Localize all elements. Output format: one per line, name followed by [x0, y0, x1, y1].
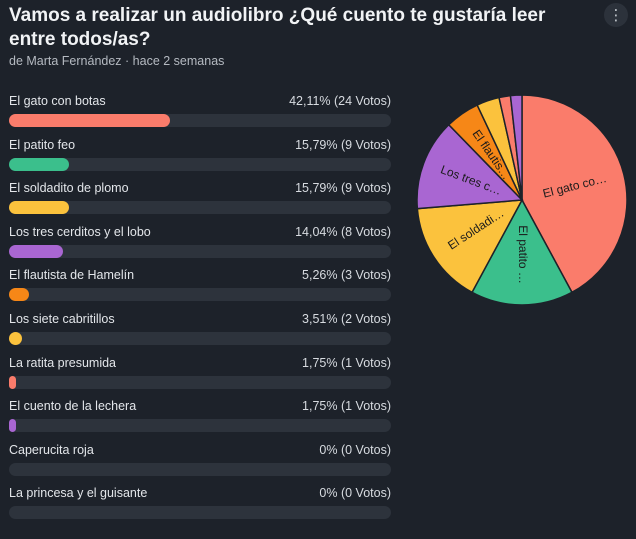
option-bar-fill — [9, 288, 30, 302]
option-bar-track — [9, 419, 391, 433]
option-label: Los tres cerditos y el lobo — [9, 224, 151, 239]
poll-option[interactable]: El soldadito de plomo 15,79% (9 Votos) — [9, 179, 391, 219]
option-result: 3,51% (2 Votos) — [302, 312, 391, 326]
pie-slice-label: El patito … — [516, 225, 530, 284]
pie-chart-svg: El gato co…El patito …El soldadi…Los tre… — [416, 94, 628, 306]
results-pie-chart: El gato co… El patito … El soldadi… Los tre… — [408, 86, 636, 314]
option-result: 0% (0 Votos) — [319, 486, 391, 501]
poll-option[interactable]: El patito feo 15,79% (9 Votos) — [9, 136, 391, 176]
option-bar-fill — [9, 157, 70, 171]
option-bar-fill — [9, 419, 16, 433]
poll-option[interactable]: La princesa y el guisante 0% (0 Votos) — [9, 484, 391, 524]
option-bar-track — [9, 332, 391, 345]
option-result: 15,79% (9 Votos) — [295, 181, 391, 196]
option-bar-fill — [9, 244, 63, 258]
option-bar-fill — [9, 375, 16, 389]
option-bar-track — [9, 244, 391, 258]
option-bar-fill — [9, 332, 23, 345]
option-label: Los siete cabritillos — [9, 312, 115, 326]
option-bar-track — [9, 462, 391, 476]
option-result: 1,75% (1 Votos) — [302, 355, 391, 370]
pie-slice — [416, 123, 524, 210]
option-label: El flautista de Hamelín — [9, 268, 135, 283]
more-options-button[interactable]: ⋮ — [604, 3, 628, 27]
option-result: 15,79% (9 Votos) — [295, 137, 391, 152]
option-result: 0% (0 Votos) — [319, 442, 391, 457]
option-bar-track — [9, 288, 391, 302]
poll-option[interactable]: El cuento de la lechera 1,75% (1 Votos) — [9, 397, 391, 437]
option-label: El soldadito de plomo — [9, 181, 129, 196]
option-bar-track — [9, 375, 391, 389]
poll-option[interactable]: El flautista de Hamelín 5,26% (3 Votos) — [9, 266, 391, 306]
option-label: La princesa y el guisante — [9, 486, 148, 501]
option-result: 14,04% (8 Votos) — [295, 224, 391, 239]
pie-slice — [509, 94, 523, 201]
option-label: El gato con botas — [9, 94, 106, 108]
option-label: El cuento de la lechera — [9, 399, 137, 414]
poll-option[interactable]: Los tres cerditos y el lobo 14,04% (8 Vo… — [9, 223, 391, 263]
poll-byline: de Marta Fernández · hace 2 semanas — [9, 54, 225, 68]
option-bar-track — [9, 201, 391, 215]
vertical-ellipsis-icon: ⋮ — [608, 6, 624, 24]
option-result: 5,26% (3 Votos) — [302, 268, 391, 283]
poll-option[interactable]: El gato con botas 42,11% (24 Votos) — [9, 92, 391, 132]
poll-option[interactable]: Caperucita roja 0% (0 Votos) — [9, 441, 391, 481]
option-bar-track — [9, 157, 391, 171]
poll-option[interactable]: Los siete cabritillos 3,51% (2 Votos) — [9, 310, 391, 350]
option-bar-fill — [9, 201, 70, 215]
pie-slice — [521, 94, 628, 294]
option-bar-fill — [9, 114, 170, 127]
poll-title: Vamos a realizar un audiolibro ¿Qué cuen… — [9, 5, 546, 50]
option-label: Caperucita roja — [9, 442, 94, 457]
option-label: La ratita presumida — [9, 355, 117, 370]
poll-option[interactable]: La ratita presumida 1,75% (1 Votos) — [9, 354, 391, 394]
pie-slice — [416, 199, 524, 294]
option-result: 42,11% (24 Votos) — [289, 94, 391, 108]
option-bar-track — [9, 506, 391, 520]
option-result: 1,75% (1 Votos) — [302, 399, 391, 414]
option-bar-track — [9, 114, 391, 127]
option-label: El patito feo — [9, 137, 76, 152]
pie-slice — [471, 198, 573, 306]
